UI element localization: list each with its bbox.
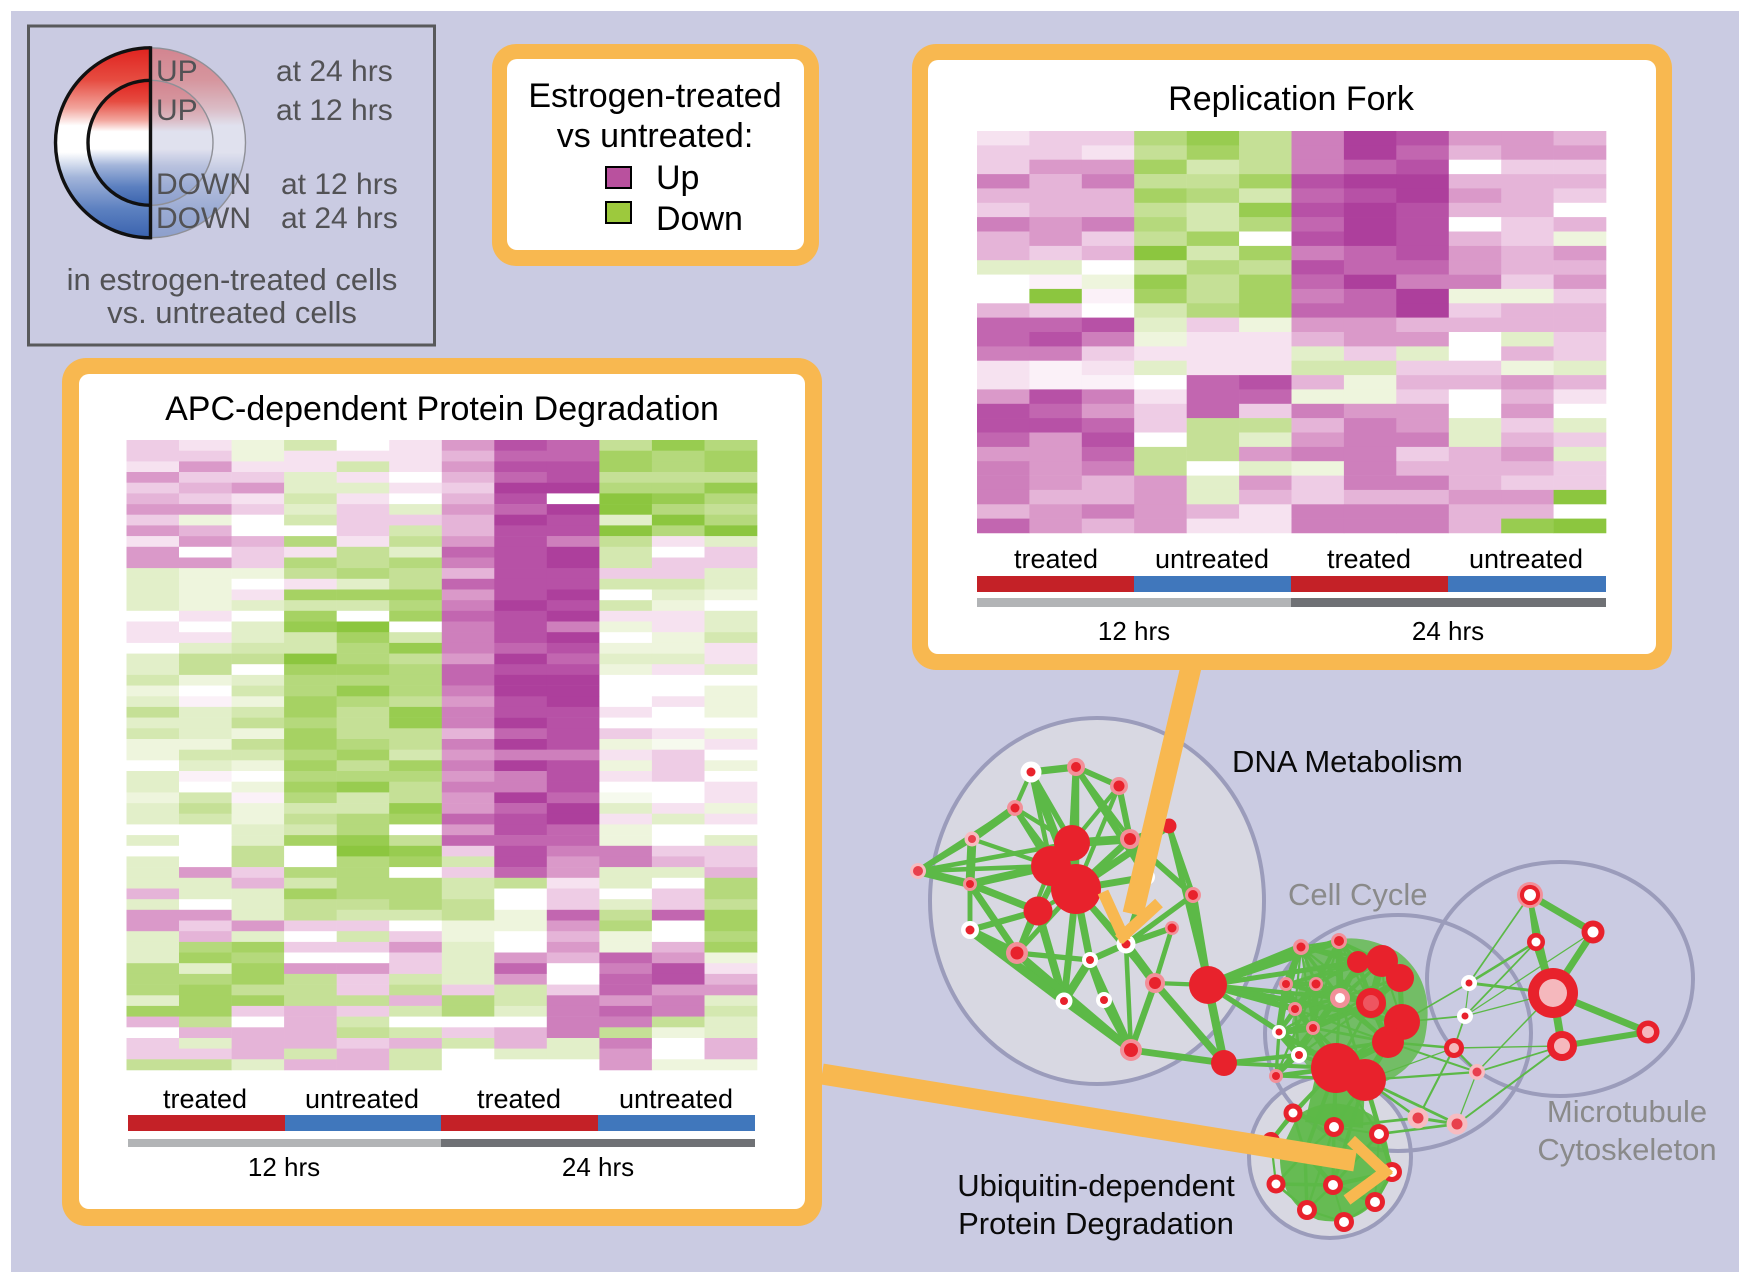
svg-text:at 12 hrs: at 12 hrs: [281, 168, 398, 201]
svg-text:untreated: untreated: [1155, 544, 1269, 574]
svg-text:vs. untreated cells: vs. untreated cells: [107, 295, 357, 330]
svg-text:Replication Fork: Replication Fork: [1168, 80, 1415, 118]
svg-text:UP: UP: [156, 55, 198, 88]
svg-text:treated: treated: [477, 1084, 561, 1114]
svg-text:Protein Degradation: Protein Degradation: [958, 1206, 1234, 1241]
svg-text:24 hrs: 24 hrs: [562, 1152, 634, 1182]
svg-text:in estrogen-treated cells: in estrogen-treated cells: [67, 262, 398, 297]
svg-text:Down: Down: [656, 200, 743, 238]
svg-text:Estrogen-treated: Estrogen-treated: [528, 77, 781, 115]
svg-text:24 hrs: 24 hrs: [1412, 616, 1484, 646]
svg-text:untreated: untreated: [305, 1084, 419, 1114]
svg-text:untreated: untreated: [619, 1084, 733, 1114]
svg-text:12 hrs: 12 hrs: [248, 1152, 320, 1182]
svg-text:treated: treated: [1014, 544, 1098, 574]
svg-text:at 24 hrs: at 24 hrs: [281, 202, 398, 235]
svg-text:Ubiquitin-dependent: Ubiquitin-dependent: [957, 1168, 1235, 1203]
svg-text:at 12 hrs: at 12 hrs: [276, 94, 393, 127]
svg-text:Up: Up: [656, 159, 699, 197]
svg-text:vs untreated:: vs untreated:: [557, 117, 754, 155]
svg-text:DOWN: DOWN: [156, 202, 251, 235]
svg-text:Cell Cycle: Cell Cycle: [1288, 877, 1428, 912]
svg-text:Microtubule: Microtubule: [1547, 1094, 1707, 1129]
svg-text:DNA Metabolism: DNA Metabolism: [1232, 744, 1463, 779]
svg-text:APC-dependent Protein Degradat: APC-dependent Protein Degradation: [165, 390, 719, 428]
svg-text:at 24 hrs: at 24 hrs: [276, 55, 393, 88]
svg-text:DOWN: DOWN: [156, 168, 251, 201]
svg-text:treated: treated: [163, 1084, 247, 1114]
svg-text:UP: UP: [156, 94, 198, 127]
svg-text:untreated: untreated: [1469, 544, 1583, 574]
svg-text:treated: treated: [1327, 544, 1411, 574]
svg-text:12 hrs: 12 hrs: [1098, 616, 1170, 646]
svg-text:Cytoskeleton: Cytoskeleton: [1537, 1132, 1716, 1167]
